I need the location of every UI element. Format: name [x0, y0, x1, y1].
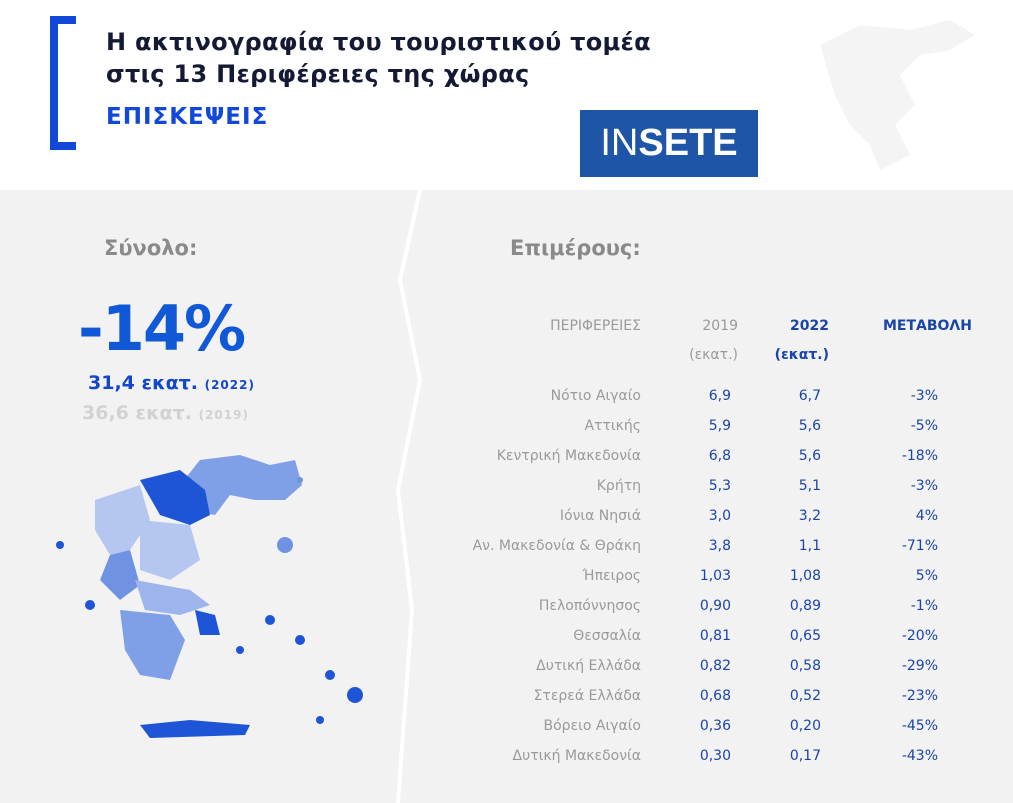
value-2019: 3,8: [708, 538, 731, 554]
total-2019-value: 36,6 εκατ.: [82, 402, 192, 424]
value-2019: 3,0: [708, 508, 731, 524]
title-line-1: Η ακτινογραφία του τουριστικού τομέα: [106, 28, 651, 56]
region-name: Κεντρική Μακεδονία: [496, 448, 641, 464]
bracket-decoration: [50, 16, 76, 150]
total-2019: 36,6 εκατ. (2019): [82, 402, 249, 424]
value-2022: 0,65: [789, 628, 821, 644]
value-2022: 0,20: [789, 718, 821, 734]
value-2019: 0,82: [699, 658, 731, 674]
greece-watermark-icon: [820, 20, 975, 170]
region-name: Κρήτη: [596, 478, 641, 494]
change-value: -20%: [901, 628, 938, 644]
logo-part-1: IN: [600, 122, 639, 164]
region-name: Στερεά Ελλάδα: [533, 688, 641, 704]
value-2022: 0,58: [789, 658, 821, 674]
greece-regions-map: [56, 455, 363, 738]
change-value: -18%: [901, 448, 938, 464]
change-value: 5%: [915, 568, 938, 584]
region-name: Αν. Μακεδονία & Θράκη: [472, 538, 641, 554]
total-2022: 31,4 εκατ. (2022): [88, 372, 255, 394]
region-name: Δυτική Μακεδονία: [512, 748, 641, 764]
subtitle: ΕΠΙΣΚΕΨΕΙΣ: [106, 104, 269, 130]
region-name: Βόρειο Αιγαίο: [543, 718, 641, 734]
value-2022: 5,6: [798, 418, 821, 434]
page-title: Η ακτινογραφία του τουριστικού τομέα στι…: [106, 26, 651, 90]
change-value: -45%: [901, 718, 938, 734]
value-2019: 0,90: [699, 598, 731, 614]
region-name: Νότιο Αιγαίο: [550, 388, 641, 404]
value-2022: 6,7: [798, 388, 821, 404]
value-2022: 3,2: [798, 508, 821, 524]
value-2019: 1,03: [699, 568, 731, 584]
value-2019: 6,8: [708, 448, 731, 464]
total-label: Σύνολο:: [104, 236, 198, 260]
col-header-change: ΜΕΤΑΒΟΛΗ: [882, 318, 972, 334]
header: Η ακτινογραφία του τουριστικού τομέα στι…: [0, 0, 1013, 190]
value-2022: 0,89: [789, 598, 821, 614]
value-2019: 5,9: [708, 418, 731, 434]
change-value: -5%: [910, 418, 938, 434]
value-2019: 6,9: [708, 388, 731, 404]
col-header-2022: 2022: [790, 318, 829, 334]
value-2022: 5,6: [798, 448, 821, 464]
change-value: -1%: [910, 598, 938, 614]
divider-line: [395, 190, 423, 803]
logo-part-2: SETE: [638, 122, 738, 164]
value-2019: 0,30: [699, 748, 731, 764]
total-2022-value: 31,4 εκατ.: [88, 372, 198, 394]
value-2019: 0,81: [699, 628, 731, 644]
value-2022: 0,52: [789, 688, 821, 704]
change-value: -3%: [910, 388, 938, 404]
change-value: 4%: [915, 508, 938, 524]
value-2022: 1,1: [798, 538, 821, 554]
total-change: -14%: [78, 292, 246, 365]
region-name: Θεσσαλία: [573, 628, 641, 644]
change-value: -29%: [901, 658, 938, 674]
col-header-region: ΠΕΡΙΦΕΡΕΙΕΣ: [550, 318, 641, 334]
region-name: Δυτική Ελλάδα: [536, 658, 641, 674]
col-header-2019: 2019: [702, 318, 738, 334]
region-name: Ήπειρος: [582, 568, 641, 584]
change-value: -3%: [910, 478, 938, 494]
change-value: -23%: [901, 688, 938, 704]
region-name: Πελοπόννησος: [538, 598, 641, 614]
change-value: -71%: [901, 538, 938, 554]
col-unit-2022: (εκατ.): [774, 347, 829, 363]
title-line-2: στις 13 Περιφέρειες της χώρας: [106, 60, 530, 88]
total-2019-year: (2019): [198, 408, 249, 422]
insete-logo: INSETE: [580, 110, 758, 177]
value-2019: 0,36: [699, 718, 731, 734]
total-2022-year: (2022): [204, 378, 255, 392]
parts-label: Επιμέρους:: [510, 236, 641, 260]
value-2022: 5,1: [798, 478, 821, 494]
value-2022: 1,08: [789, 568, 821, 584]
change-value: -43%: [901, 748, 938, 764]
value-2022: 0,17: [789, 748, 821, 764]
region-name: Ιόνια Νησιά: [559, 508, 641, 524]
value-2019: 0,68: [699, 688, 731, 704]
region-name: Αττικής: [584, 418, 641, 434]
value-2019: 5,3: [708, 478, 731, 494]
col-unit-2019: (εκατ.): [689, 347, 738, 363]
